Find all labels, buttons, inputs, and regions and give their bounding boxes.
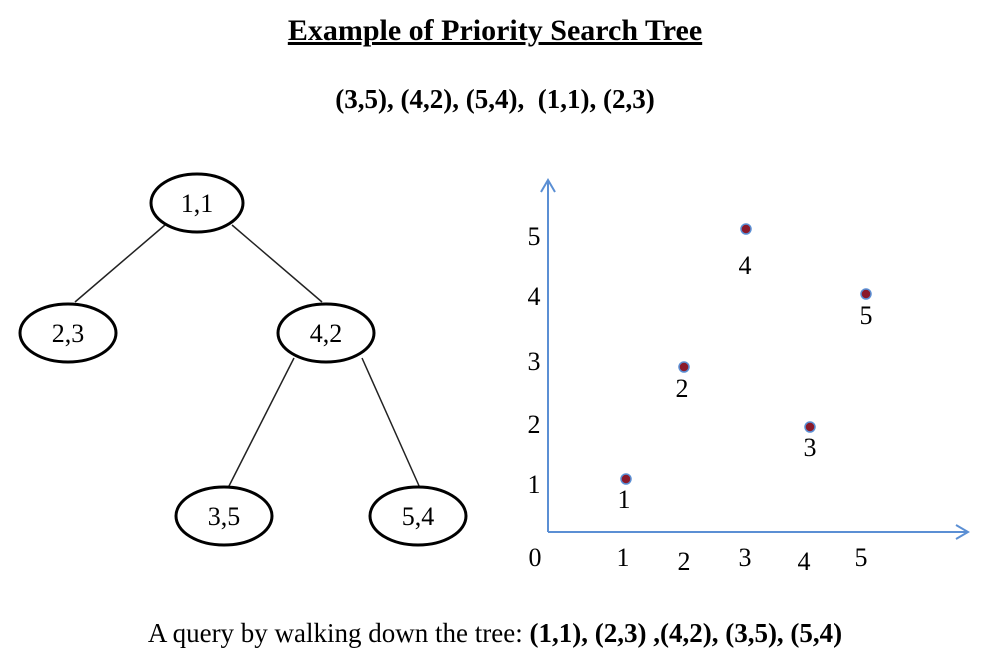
x-tick-label: 4 [798, 547, 811, 576]
x-tick-label: 1 [617, 543, 630, 572]
plot-points: 1 2 3 4 5 [618, 223, 873, 514]
query-prefix: A query by walking down the tree: [147, 618, 530, 648]
edge-right-rightleft [227, 357, 295, 489]
x-tick-label: 2 [678, 547, 691, 576]
tree-node-root: 1,1 [149, 172, 245, 234]
x-axis-arrow-icon [955, 524, 970, 540]
point-label: 3 [804, 433, 817, 462]
node-label: 1,1 [181, 189, 214, 218]
point-label: 4 [739, 251, 752, 280]
plot-axes [540, 178, 970, 540]
tree-node-right-left: 3,5 [174, 485, 274, 547]
plot-point: 5 [860, 288, 873, 330]
y-tick-label: 4 [528, 282, 541, 311]
point-label: 5 [860, 301, 873, 330]
diagram-title: Example of Priority Search Tree [287, 14, 703, 47]
tree-edges [74, 224, 421, 489]
node-label: 4,2 [310, 319, 343, 348]
tree-node-right-right: 5,4 [368, 485, 468, 547]
axis-labels: 0 1 2 3 4 5 1 2 3 4 5 [528, 222, 868, 576]
y-tick-label: 3 [528, 347, 541, 376]
y-tick-label: 1 [528, 470, 541, 499]
origin-label: 0 [529, 543, 542, 572]
query-sentence: A query by walking down the tree: (1,1),… [0, 618, 990, 649]
y-axis-arrow-icon [540, 178, 556, 193]
points-list: (3,5), (4,2), (5,4), (1,1), (2,3) [335, 84, 655, 114]
node-label: 5,4 [402, 502, 435, 531]
edge-root-right [231, 224, 323, 303]
query-sequence: (1,1), (2,3) ,(4,2), (3,5), (5,4) [529, 618, 843, 648]
edge-root-left [74, 224, 166, 303]
x-tick-label: 5 [855, 543, 868, 572]
x-tick-label: 3 [739, 543, 752, 572]
tree-node-left: 2,3 [18, 302, 118, 364]
y-tick-label: 5 [528, 222, 541, 251]
plot-point: 1 [618, 473, 632, 514]
edge-right-rightright [361, 357, 421, 489]
node-label: 3,5 [208, 502, 241, 531]
plot-point: 4 [739, 223, 752, 280]
point-label: 2 [676, 374, 689, 403]
node-label: 2,3 [52, 319, 85, 348]
point-label: 1 [618, 485, 631, 514]
y-tick-label: 2 [528, 410, 541, 439]
plot-point: 3 [804, 421, 817, 462]
tree-node-right: 4,2 [276, 302, 376, 364]
plot-point: 2 [676, 361, 690, 403]
